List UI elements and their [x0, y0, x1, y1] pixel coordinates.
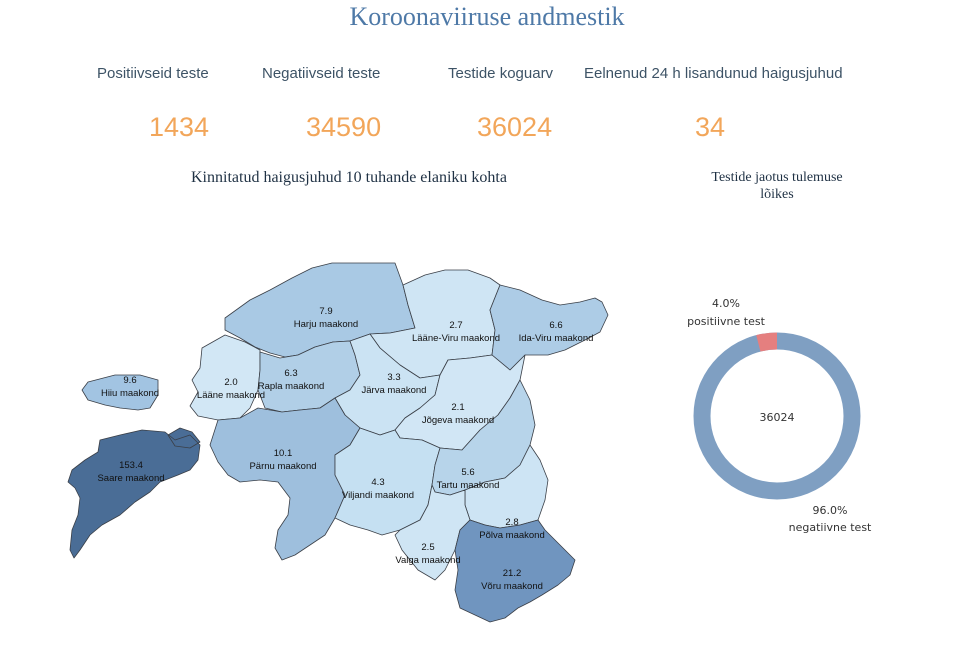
county-hiiu[interactable]	[81, 374, 159, 411]
county-value-label: 21.2	[503, 568, 522, 579]
donut-positive-arc[interactable]	[756, 332, 778, 352]
county-name-label: Rapla maakond	[258, 381, 325, 392]
county-ida-viru[interactable]	[489, 284, 609, 371]
county-value-label: 2.5	[421, 542, 434, 553]
county-name-label: Lääne maakond	[197, 390, 265, 401]
county-name-label: Tartu maakond	[437, 480, 500, 491]
county-value-label: 4.3	[371, 477, 384, 488]
page-title: Koroonaviiruse andmestik	[349, 2, 625, 31]
county-value-label: 6.6	[549, 320, 562, 331]
kpi-positive-label: Positiivseid teste	[97, 65, 209, 82]
donut-title-line-1: Testide jaotus tulemuse	[711, 170, 843, 185]
kpi-24h-value: 34	[695, 112, 726, 142]
kpi-total-label: Testide koguarv	[448, 65, 554, 82]
county-value-label: 2.1	[451, 402, 464, 413]
donut-center-total: 36024	[760, 411, 795, 424]
county-voru[interactable]	[454, 519, 576, 623]
estonia-county-map: 7.9 Harju maakond 2.7 Lääne-Viru maakond 6.6…	[67, 262, 609, 623]
county-name-label: Viljandi maakond	[342, 490, 414, 501]
county-saare[interactable]	[67, 427, 201, 559]
county-name-label: Saare maakond	[97, 473, 164, 484]
donut-negative-pct: 96.0%	[813, 504, 848, 517]
donut-title-line-2: lõikes	[760, 187, 794, 202]
kpi-total-value: 36024	[477, 112, 553, 142]
county-value-label: 2.8	[505, 517, 518, 528]
county-value-label: 6.3	[284, 368, 297, 379]
kpi-negative-value: 34590	[306, 112, 382, 142]
county-name-label: Valga maakond	[395, 555, 460, 566]
donut-positive-pct: 4.0%	[712, 297, 740, 310]
county-value-label: 2.0	[224, 377, 237, 388]
county-name-label: Põlva maakond	[479, 530, 544, 541]
county-name-label: Harju maakond	[294, 319, 358, 330]
county-value-label: 7.9	[319, 306, 332, 317]
county-name-label: Lääne-Viru maakond	[412, 333, 500, 344]
county-name-label: Ida-Viru maakond	[519, 333, 594, 344]
donut-negative-label: negatiivne test	[789, 521, 872, 534]
donut-title: Testide jaotus tulemuse lõikes	[680, 169, 874, 203]
county-value-label: 9.6	[123, 375, 136, 386]
county-parnu[interactable]	[209, 397, 361, 561]
county-value-label: 153.4	[119, 460, 143, 471]
map-title: Kinnitatud haigusjuhud 10 tuhande elanik…	[191, 169, 507, 186]
county-name-label: Jõgeva maakond	[422, 415, 494, 426]
county-name-label: Järva maakond	[362, 385, 427, 396]
county-name-label: Võru maakond	[481, 581, 543, 592]
kpi-negative-label: Negatiivseid teste	[262, 65, 381, 82]
county-name-label: Hiiu maakond	[101, 388, 159, 399]
county-value-label: 3.3	[387, 372, 400, 383]
county-name-label: Pärnu maakond	[249, 461, 316, 472]
county-value-label: 5.6	[461, 467, 474, 478]
county-value-label: 10.1	[274, 448, 293, 459]
donut-positive-label: positiivne test	[687, 315, 765, 328]
kpi-positive-value: 1434	[149, 112, 210, 142]
county-value-label: 2.7	[449, 320, 462, 331]
kpi-24h-label: Eelnenud 24 h lisandunud haigusjuhud	[584, 65, 843, 82]
test-results-donut-chart: 36024 4.0% positiivne test 96.0% negatii…	[687, 297, 872, 534]
county-valga[interactable]	[394, 484, 471, 581]
